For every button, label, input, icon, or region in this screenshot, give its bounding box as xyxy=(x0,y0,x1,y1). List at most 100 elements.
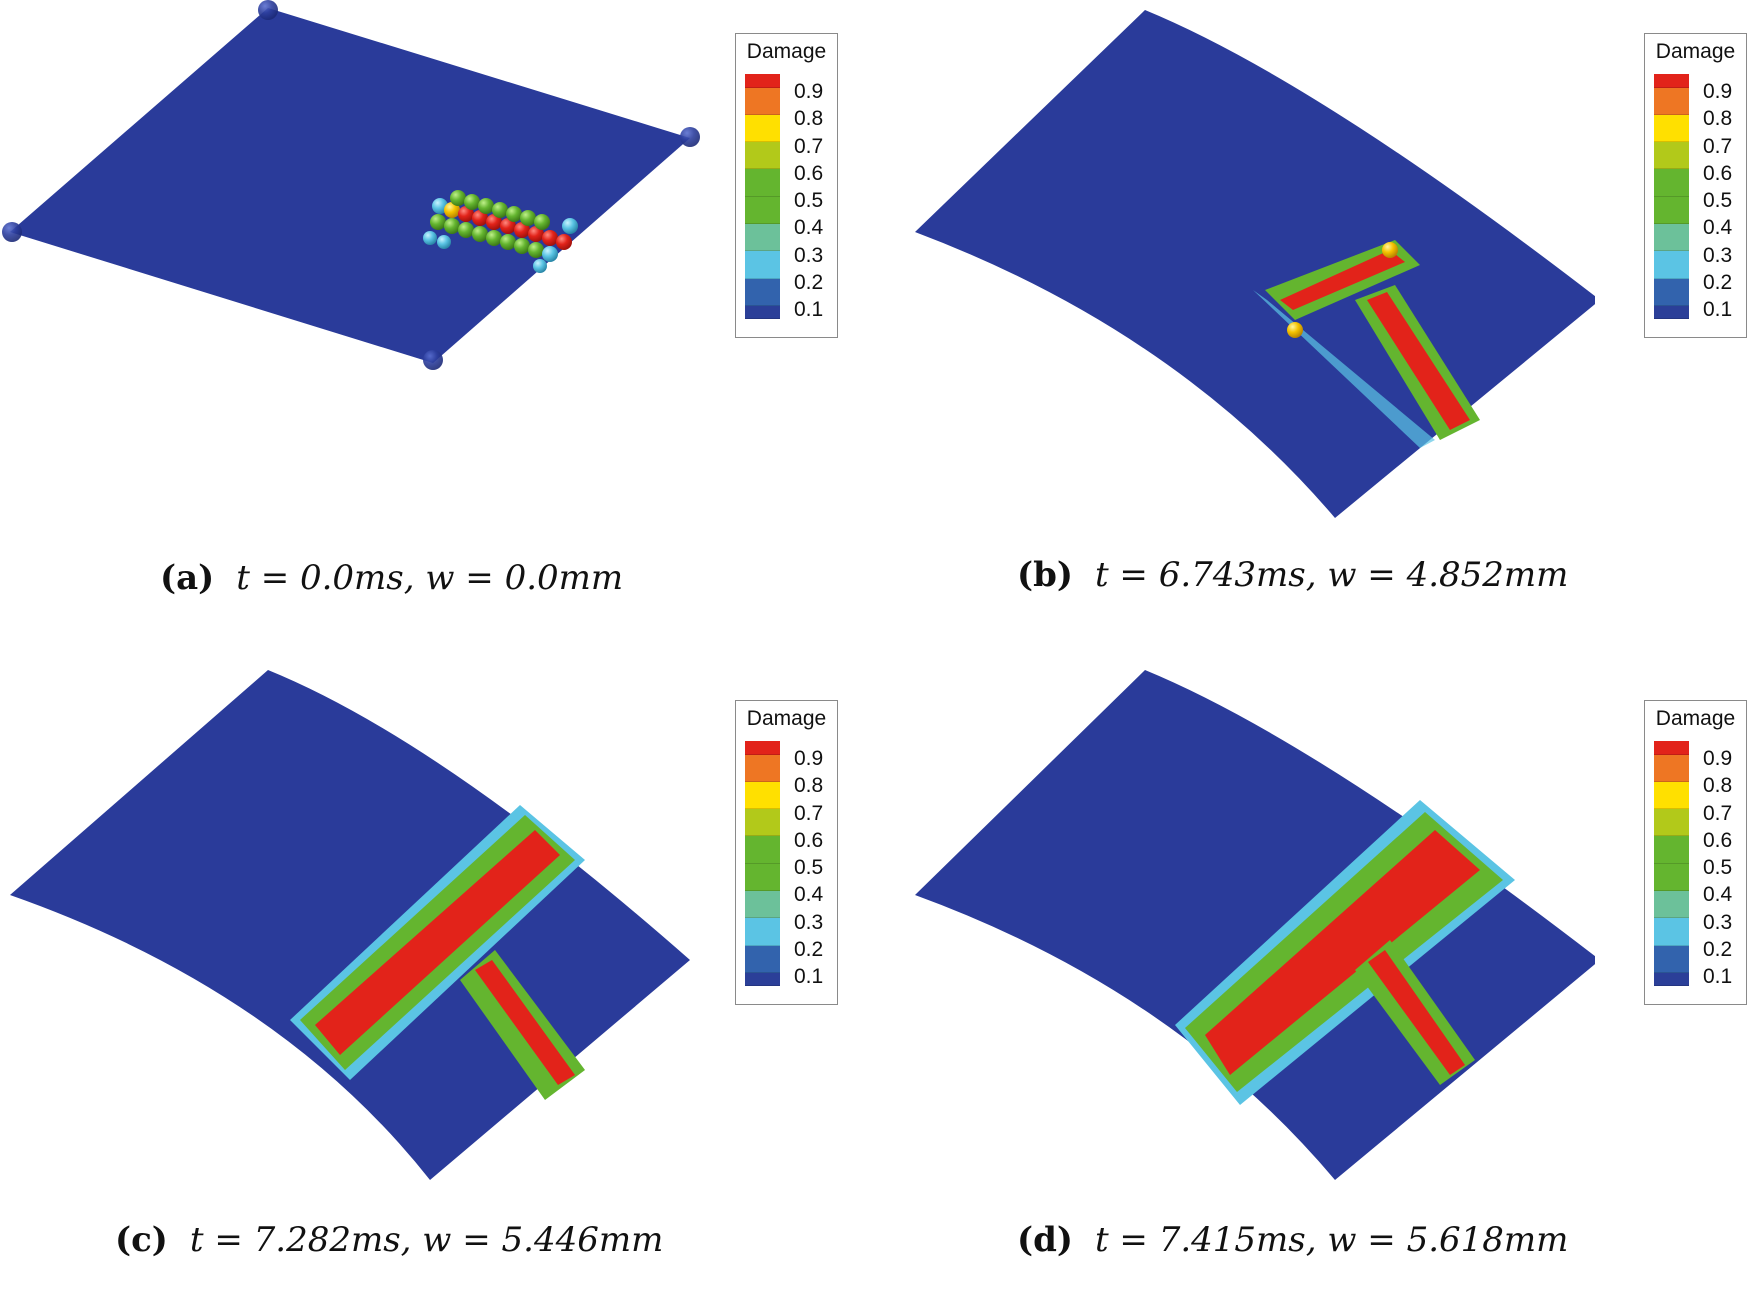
caption-text: t = 7.415ms, w = 5.618mm xyxy=(1094,1220,1569,1260)
legend-label: 0.6 xyxy=(1703,161,1733,185)
legend-label: 0.3 xyxy=(1703,243,1733,267)
swatch xyxy=(745,114,780,143)
damage-legend-d: Damage 0.9 0.8 0.7 0.6 0.5 0.4 0.3 0.2 0… xyxy=(1644,700,1747,1005)
legend-label: 0.4 xyxy=(794,216,824,240)
swatch xyxy=(745,890,780,919)
legend-label: 0.6 xyxy=(794,161,824,185)
legend-label: 0.7 xyxy=(794,801,824,825)
legend-label: 0.2 xyxy=(1703,271,1733,295)
damage-band-b xyxy=(1253,240,1480,448)
damage-legend-b: Damage 0.9 0.8 0.7 0.6 0.5 0.4 0.3 0.2 0… xyxy=(1644,33,1747,338)
legend-labels: 0.9 0.8 0.7 0.6 0.5 0.4 0.3 0.2 0.1 xyxy=(794,745,823,991)
legend-label: 0.7 xyxy=(1703,134,1733,158)
legend-label: 0.5 xyxy=(794,189,824,213)
swatch xyxy=(1654,305,1689,320)
legend-label: 0.9 xyxy=(794,747,824,770)
swatch xyxy=(1654,754,1689,782)
legend-title: Damage xyxy=(1655,707,1736,730)
legend-label: 0.4 xyxy=(1703,883,1733,907)
legend-labels: 0.9 0.8 0.7 0.6 0.5 0.4 0.3 0.2 0.1 xyxy=(1703,745,1732,991)
panel-d: Damage 0.9 0.8 0.7 0.6 0.5 0.4 0.3 0.2 0… xyxy=(875,660,1750,1300)
swatch xyxy=(745,74,780,88)
legend-label: 0.2 xyxy=(794,938,824,962)
legend-label: 0.9 xyxy=(1703,80,1733,103)
swatch xyxy=(1654,169,1689,197)
legend-label: 0.2 xyxy=(794,271,824,295)
swatch xyxy=(1654,196,1689,224)
swatch xyxy=(745,87,780,115)
legend-label: 0.7 xyxy=(1703,801,1733,825)
caption-text: t = 6.743ms, w = 4.852mm xyxy=(1094,555,1569,595)
swatch xyxy=(745,223,780,252)
swatch xyxy=(1654,741,1689,755)
swatch xyxy=(1654,781,1689,810)
swatch xyxy=(1654,251,1689,279)
swatch xyxy=(1654,278,1689,306)
legend-label: 0.1 xyxy=(1703,965,1733,989)
legend-labels: 0.9 0.8 0.7 0.6 0.5 0.4 0.3 0.2 0.1 xyxy=(1703,78,1732,324)
swatch xyxy=(1654,809,1689,837)
legend-label: 0.8 xyxy=(794,107,824,131)
swatch xyxy=(1654,74,1689,88)
swatch xyxy=(1654,863,1689,891)
swatch xyxy=(1654,87,1689,115)
legend-label: 0.5 xyxy=(1703,856,1733,880)
swatch xyxy=(745,809,780,837)
legend-label: 0.6 xyxy=(794,828,824,852)
swatch xyxy=(745,836,780,864)
swatch xyxy=(1654,890,1689,919)
swatch xyxy=(745,754,780,782)
swatch xyxy=(1654,223,1689,252)
plate-surface xyxy=(915,670,1595,1180)
plate-surface xyxy=(10,670,690,1180)
particle-plate-d xyxy=(915,670,1595,1180)
legend-label: 0.5 xyxy=(1703,189,1733,213)
caption-tag: (a) xyxy=(160,558,215,598)
legend-label: 0.3 xyxy=(794,910,824,934)
swatch xyxy=(745,918,780,946)
caption-tag: (d) xyxy=(1017,1220,1073,1260)
plate-surface xyxy=(10,8,690,363)
swatch xyxy=(745,251,780,279)
damage-band-d xyxy=(1175,800,1515,1105)
damage-legend-a: Damage 0.9 0.8 0.7 0.6 0.5 0.4 0.3 0.2 0… xyxy=(735,33,838,338)
legend-color-scale xyxy=(1654,741,1689,987)
caption-tag: (c) xyxy=(115,1220,168,1260)
caption-b: (b) t = 6.743ms, w = 4.852mm xyxy=(1017,555,1568,595)
damage-band-c xyxy=(290,805,585,1100)
caption-a: (a) t = 0.0ms, w = 0.0mm xyxy=(160,558,623,598)
legend-label: 0.1 xyxy=(794,298,824,322)
legend-color-scale xyxy=(1654,74,1689,320)
particle-plate-c xyxy=(10,670,690,1180)
legend-title: Damage xyxy=(746,40,827,63)
swatch xyxy=(745,305,780,320)
legend-label: 0.9 xyxy=(1703,747,1733,770)
panel-b: Damage 0.9 0.8 0.7 0.6 0.5 0.4 0.3 0.2 0… xyxy=(875,0,1750,640)
legend-title: Damage xyxy=(746,707,827,730)
particle-plate-a xyxy=(2,0,700,370)
swatch xyxy=(1654,114,1689,143)
swatch xyxy=(745,278,780,306)
caption-text: t = 0.0ms, w = 0.0mm xyxy=(236,558,624,598)
swatch xyxy=(745,781,780,810)
legend-label: 0.8 xyxy=(1703,774,1733,798)
legend-label: 0.8 xyxy=(794,774,824,798)
legend-labels: 0.9 0.8 0.7 0.6 0.5 0.4 0.3 0.2 0.1 xyxy=(794,78,823,324)
legend-label: 0.9 xyxy=(794,80,824,103)
legend-label: 0.1 xyxy=(1703,298,1733,322)
legend-label: 0.3 xyxy=(1703,910,1733,934)
swatch xyxy=(745,741,780,755)
swatch xyxy=(745,945,780,973)
swatch xyxy=(745,863,780,891)
swatch xyxy=(745,169,780,197)
legend-label: 0.7 xyxy=(794,134,824,158)
caption-d: (d) t = 7.415ms, w = 5.618mm xyxy=(1017,1220,1568,1260)
swatch xyxy=(1654,918,1689,946)
legend-title: Damage xyxy=(1655,40,1736,63)
panel-c: Damage 0.9 0.8 0.7 0.6 0.5 0.4 0.3 0.2 0… xyxy=(0,660,875,1300)
swatch xyxy=(1654,142,1689,170)
legend-color-scale xyxy=(745,74,780,320)
panel-a: Damage 0.9 0.8 0.7 0.6 0.5 0.4 0.3 0.2 0… xyxy=(0,0,875,640)
caption-c: (c) t = 7.282ms, w = 5.446mm xyxy=(115,1220,663,1260)
damage-band-a xyxy=(423,190,578,273)
